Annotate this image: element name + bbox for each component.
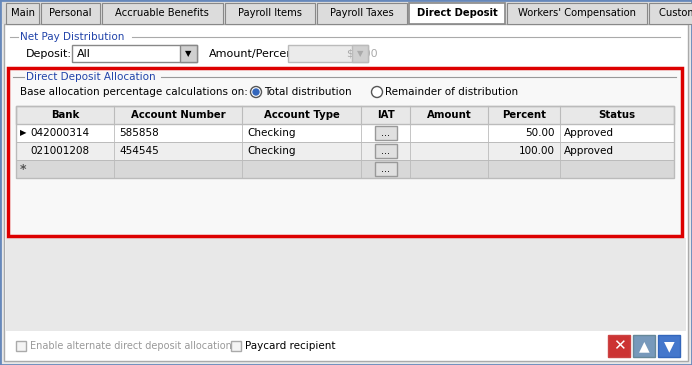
Text: Checking: Checking <box>247 128 295 138</box>
Text: 021001208: 021001208 <box>30 146 89 156</box>
Text: ...: ... <box>381 164 390 174</box>
Text: ▼: ▼ <box>185 50 192 58</box>
Bar <box>231 341 241 351</box>
Bar <box>72 45 197 62</box>
Text: $0.00: $0.00 <box>346 49 378 59</box>
Bar <box>16 124 674 142</box>
Bar <box>374 126 397 140</box>
Text: Enable alternate direct deposit allocation: Enable alternate direct deposit allocati… <box>30 341 232 351</box>
Bar <box>6 3 39 24</box>
Bar <box>649 3 692 24</box>
Text: Custom Fields: Custom Fields <box>659 8 692 19</box>
Text: Paycard recipient: Paycard recipient <box>245 341 336 351</box>
Bar <box>409 3 505 24</box>
Text: 585858: 585858 <box>119 128 158 138</box>
Text: Account Number: Account Number <box>131 110 226 120</box>
Text: IAT: IAT <box>376 110 394 120</box>
Text: Approved: Approved <box>564 128 614 138</box>
Circle shape <box>253 89 259 95</box>
Text: Amount: Amount <box>427 110 471 120</box>
Circle shape <box>251 87 262 97</box>
Text: ▼: ▼ <box>357 50 363 58</box>
Text: Total distribution: Total distribution <box>264 87 352 97</box>
Text: 042000314: 042000314 <box>30 128 89 138</box>
Text: Payroll Items: Payroll Items <box>238 8 302 19</box>
Text: 100.00: 100.00 <box>519 146 555 156</box>
Bar <box>658 335 680 357</box>
Bar <box>16 106 674 178</box>
Text: 454545: 454545 <box>119 146 158 156</box>
Circle shape <box>372 87 383 97</box>
Text: Workers' Compensation: Workers' Compensation <box>518 8 636 19</box>
Bar <box>16 142 674 160</box>
Text: Percent: Percent <box>502 110 546 120</box>
Text: Direct Deposit: Direct Deposit <box>417 8 498 19</box>
Bar <box>6 238 686 331</box>
Text: All: All <box>77 49 91 59</box>
Text: Bank: Bank <box>51 110 79 120</box>
Bar <box>374 144 397 158</box>
Bar <box>180 45 197 62</box>
Bar <box>317 3 407 24</box>
Bar <box>288 45 368 62</box>
Text: Remainder of distribution: Remainder of distribution <box>385 87 518 97</box>
Text: ▲: ▲ <box>639 339 649 353</box>
Text: ...: ... <box>381 146 390 156</box>
Bar <box>16 341 26 351</box>
Text: Base allocation percentage calculations on:: Base allocation percentage calculations … <box>20 87 248 97</box>
Text: Accruable Benefits: Accruable Benefits <box>116 8 209 19</box>
Bar <box>352 45 368 62</box>
Text: Personal: Personal <box>49 8 91 19</box>
Text: Direct Deposit Allocation: Direct Deposit Allocation <box>26 72 156 82</box>
Bar <box>507 3 647 24</box>
Text: ...: ... <box>381 128 390 138</box>
Text: *: * <box>20 162 26 176</box>
Text: Status: Status <box>599 110 635 120</box>
Text: Approved: Approved <box>564 146 614 156</box>
Text: ▶: ▶ <box>20 128 26 138</box>
Text: 50.00: 50.00 <box>525 128 555 138</box>
Bar <box>2 2 690 24</box>
Bar <box>102 3 223 24</box>
Text: ✕: ✕ <box>612 338 626 353</box>
Bar <box>8 68 682 236</box>
Text: ▼: ▼ <box>664 339 674 353</box>
Text: Payroll Taxes: Payroll Taxes <box>330 8 394 19</box>
Text: Main: Main <box>10 8 35 19</box>
Text: Account Type: Account Type <box>264 110 339 120</box>
Bar <box>16 160 674 178</box>
Bar <box>16 106 674 124</box>
Bar <box>42 3 100 24</box>
Bar <box>225 3 315 24</box>
Text: Net Pay Distribution: Net Pay Distribution <box>20 32 125 42</box>
Bar <box>608 335 630 357</box>
Bar <box>374 162 397 176</box>
Text: Amount/Percent:: Amount/Percent: <box>209 49 302 59</box>
Bar <box>633 335 655 357</box>
Text: Deposit:: Deposit: <box>26 49 72 59</box>
Text: Checking: Checking <box>247 146 295 156</box>
